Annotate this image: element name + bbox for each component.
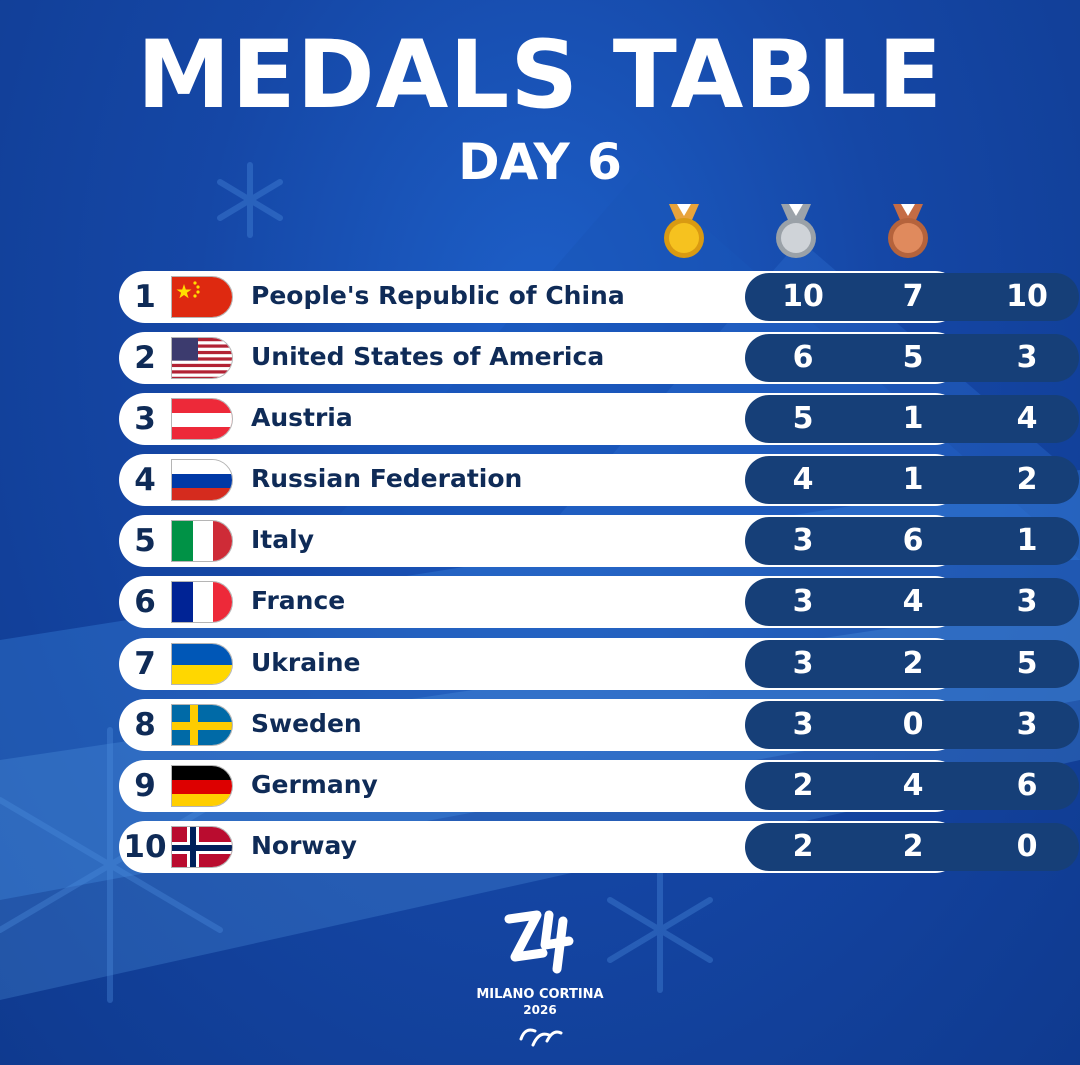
silver-count: 2 [902, 645, 924, 681]
gold-count: 6 [792, 340, 814, 376]
rank-label: 2 [134, 340, 156, 377]
rank-label: 6 [134, 584, 156, 621]
gold-count: 2 [792, 828, 814, 864]
rank-label: 4 [134, 462, 156, 499]
medal-counts: 2 2 0 [745, 822, 1079, 871]
china-flag-icon [171, 276, 233, 318]
silver-count: 7 [902, 279, 924, 314]
medal-counts: 10 7 10 [745, 273, 1079, 321]
medal-counts: 5 1 4 [745, 395, 1079, 444]
norway-flag-icon [171, 825, 233, 868]
medal-counts: 2 4 6 [745, 761, 1079, 810]
rank-label: 9 [134, 767, 156, 804]
silver-count: 1 [902, 462, 924, 498]
medal-counts: 3 2 5 [745, 639, 1079, 688]
italy-flag-icon [171, 520, 233, 563]
rank-label: 10 [123, 828, 167, 865]
silver-count: 1 [902, 401, 924, 437]
bronze-count: 10 [1006, 279, 1048, 314]
medal-counts: 3 0 3 [745, 700, 1079, 749]
rank-label: 8 [134, 706, 156, 743]
russia-flag-icon [171, 459, 233, 502]
silver-count: 4 [902, 767, 924, 803]
france-flag-icon [171, 581, 233, 624]
table-row: 5 Italy 3 6 1 [119, 515, 1079, 568]
bronze-count: 5 [1016, 645, 1038, 681]
austria-flag-icon [171, 398, 233, 441]
silver-medal-icon [771, 200, 821, 262]
games-emblem-icon [504, 910, 574, 974]
gold-count: 3 [792, 706, 814, 742]
bronze-count: 0 [1016, 828, 1038, 864]
gold-count: 3 [792, 645, 814, 681]
gold-count: 3 [792, 523, 814, 559]
bronze-count: 4 [1016, 401, 1038, 437]
medal-counts: 4 1 2 [745, 456, 1079, 505]
rank-label: 5 [134, 523, 156, 560]
country-name: Sweden [251, 708, 362, 738]
gold-count: 10 [782, 279, 824, 314]
gold-medal-icon [659, 200, 709, 262]
bronze-count: 1 [1016, 523, 1038, 559]
table-row: 6 France 3 4 3 [119, 576, 1079, 629]
medal-counts: 3 6 1 [745, 517, 1079, 566]
paralympic-agitos-icon [519, 1028, 563, 1047]
logo-name: MILANO CORTINA [476, 987, 604, 1002]
silver-count: 2 [902, 828, 924, 864]
country-name: Ukraine [251, 647, 361, 677]
table-row: 3 Austria 5 1 4 [119, 393, 1079, 446]
country-name: United States of America [251, 342, 605, 372]
rank-label: 1 [134, 279, 156, 315]
silver-count: 0 [902, 706, 924, 742]
table-row: 1 People's Republic of China 10 7 10 [119, 271, 1079, 323]
silver-count: 4 [902, 584, 924, 620]
medal-counts: 3 4 3 [745, 578, 1079, 627]
table-row: 10 Norway 2 2 0 [119, 820, 1079, 873]
gold-count: 3 [792, 584, 814, 620]
table-row: 4 Russian Federation 4 1 2 [119, 454, 1079, 507]
silver-count: 6 [902, 523, 924, 559]
country-name: Germany [251, 769, 378, 799]
bronze-count: 3 [1016, 340, 1038, 376]
rank-label: 3 [134, 401, 156, 438]
country-name: Russian Federation [251, 464, 523, 494]
silver-count: 5 [902, 340, 924, 376]
bronze-count: 2 [1016, 462, 1038, 498]
country-name: Norway [251, 830, 357, 860]
bronze-medal-icon [883, 200, 933, 262]
country-name: Austria [251, 403, 353, 433]
country-name: France [251, 586, 346, 616]
table-row: 2 United States of America 6 5 3 [119, 332, 1079, 385]
sweden-flag-icon [171, 703, 233, 746]
bronze-count: 3 [1016, 584, 1038, 620]
gold-count: 4 [792, 462, 814, 498]
medal-counts: 6 5 3 [745, 334, 1079, 383]
country-name: People's Republic of China [251, 281, 625, 310]
table-row: 8 Sweden 3 0 3 [119, 698, 1079, 751]
logo-year: 2026 [523, 1003, 557, 1017]
bronze-count: 6 [1016, 767, 1038, 803]
milano-cortina-logo: MILANO CORTINA 2026 [465, 905, 615, 1055]
rank-label: 7 [134, 645, 156, 682]
country-name: Italy [251, 525, 314, 555]
page-subtitle: DAY 6 [458, 133, 622, 191]
ukraine-flag-icon [171, 642, 233, 685]
gold-count: 2 [792, 767, 814, 803]
table-row: 9 Germany 2 4 6 [119, 759, 1079, 812]
usa-flag-icon [171, 337, 233, 380]
page-title: MEDALS TABLE [136, 21, 944, 130]
table-row: 7 Ukraine 3 2 5 [119, 637, 1079, 690]
bronze-count: 3 [1016, 706, 1038, 742]
gold-count: 5 [792, 401, 814, 437]
medals-table: 1 People's Republic of China 10 7 10 2 [119, 271, 1079, 882]
germany-flag-icon [171, 764, 233, 807]
